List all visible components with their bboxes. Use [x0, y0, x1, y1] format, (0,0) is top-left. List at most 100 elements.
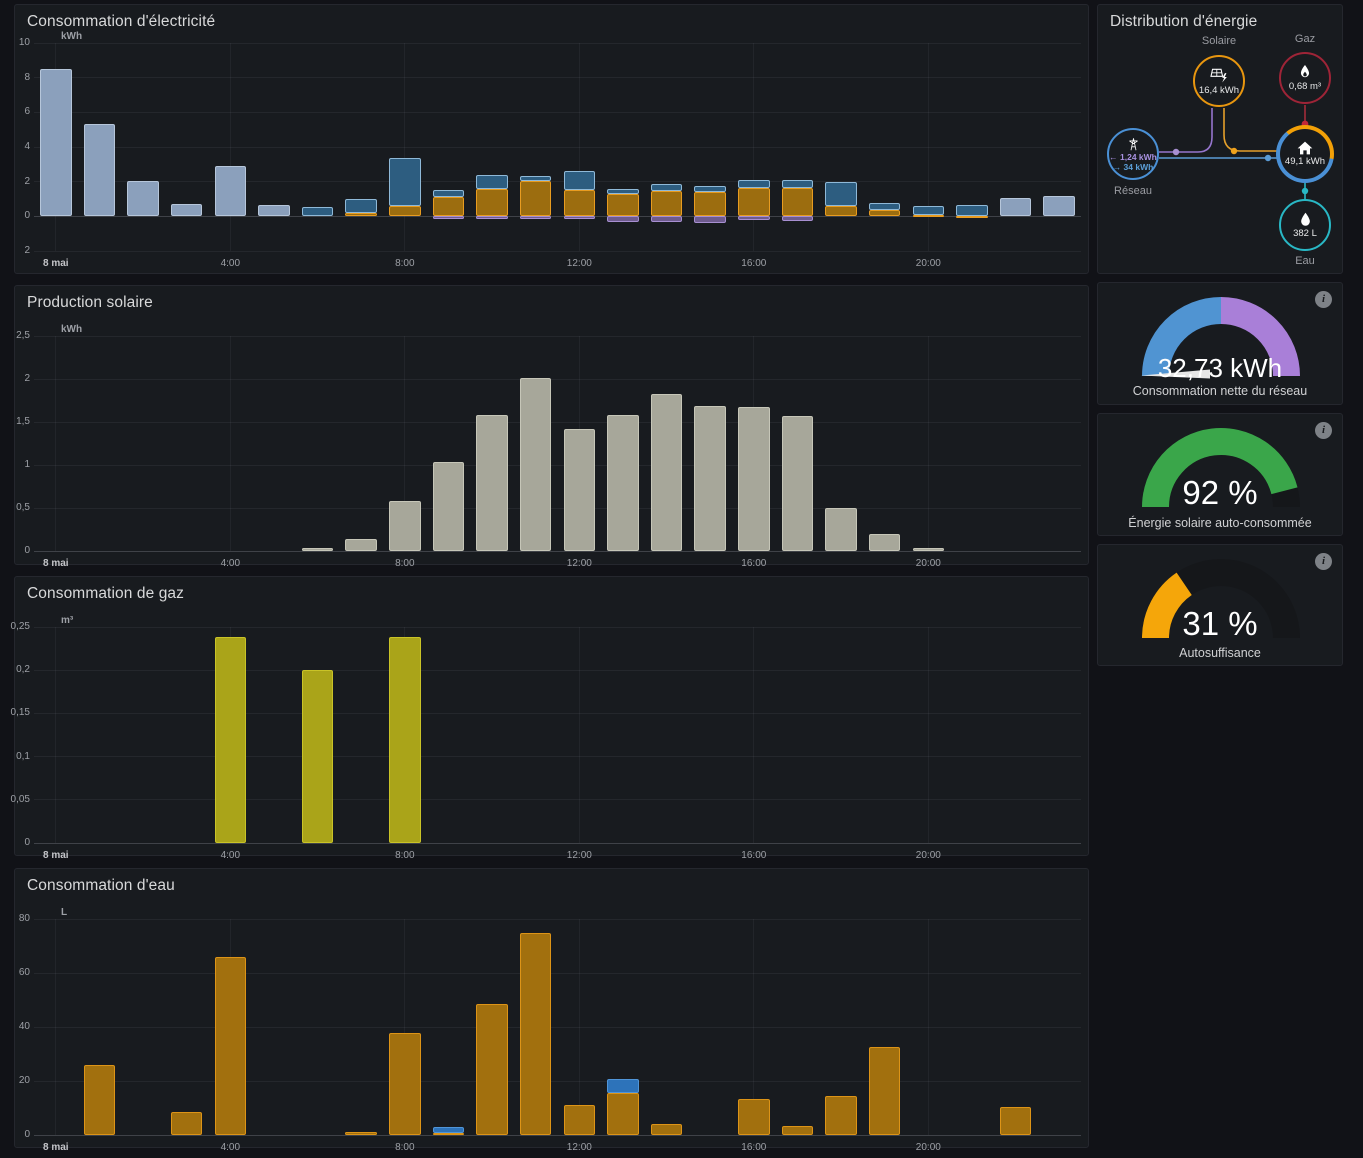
- water-bar-chart[interactable]: 80 60 40 20 0 8 mai 4:00 8:00 12:00 16:00 20:00: [19, 913, 1081, 1153]
- solar-node[interactable]: 16,4 kWh: [1193, 55, 1245, 107]
- info-icon[interactable]: i: [1315, 291, 1332, 308]
- info-icon[interactable]: i: [1315, 422, 1332, 439]
- bar-segment-series-orange: [694, 191, 726, 217]
- bar-segment-series-gray: [170, 204, 203, 217]
- x-tick-label: 12:00: [566, 1142, 592, 1153]
- bar-segment-series-blue: [563, 171, 595, 191]
- x-tick-label: 12:00: [566, 558, 592, 569]
- grid-export-value: ← 1,24 kWh: [1109, 151, 1157, 162]
- bar-segment-series-water-orange: [170, 1111, 203, 1135]
- x-gridline: [55, 627, 57, 843]
- panel-gauge-autosuffisance: i 31 % Autosuffisance: [1097, 544, 1343, 666]
- solar-bar-chart[interactable]: 2,5 2 1,5 1 0,5 0 8 mai 4:00 8:00 12:00 16:00 20:00: [16, 330, 1081, 569]
- x-tick-label: 20:00: [915, 558, 941, 569]
- x-gridline: [578, 919, 580, 1135]
- panel-title[interactable]: Distribution d'énergie: [1110, 13, 1258, 30]
- bar-segment-series-blue: [694, 186, 726, 192]
- gauge-value: 31 %: [1182, 605, 1258, 642]
- x-tick-label: 16:00: [741, 258, 767, 269]
- bar-segment-series-gas: [301, 670, 334, 843]
- y-tick-label: 40: [18, 1021, 30, 1032]
- y-tick-label: 0,25: [10, 621, 30, 632]
- bar-segment-series-orange: [868, 210, 901, 217]
- x-gridline: [578, 43, 580, 251]
- info-icon[interactable]: i: [1315, 553, 1332, 570]
- home-node[interactable]: 49,1 kWh: [1276, 125, 1334, 183]
- y-tick-label: 0,15: [10, 707, 30, 719]
- bar-segment-series-water-orange: [607, 1093, 639, 1135]
- gauge-arc-segment: [1142, 428, 1298, 508]
- x-gridline: [404, 43, 406, 251]
- y-gridline: [34, 111, 1081, 113]
- bar-segment-series-water-orange: [825, 1096, 857, 1135]
- y-tick-label: 2,5: [16, 330, 30, 341]
- bar-segment-series-purple-negative: [694, 216, 726, 224]
- bar-segment-series-blue: [519, 175, 552, 181]
- bar-segment-series-water-orange: [868, 1047, 901, 1135]
- bar-segment-series-orange: [650, 190, 683, 217]
- bar-segment-series-gray: [40, 69, 72, 217]
- bar-segment-series-orange: [345, 212, 377, 217]
- x-tick-label: 8:00: [395, 1142, 415, 1153]
- y-gridline: [34, 669, 1081, 671]
- y-tick-label: 0,2: [16, 664, 30, 676]
- zero-axis-line: [34, 1134, 1081, 1136]
- water-flow-dot: [1301, 187, 1309, 195]
- grid-flow-dot: [1264, 154, 1272, 162]
- gas-bar-chart[interactable]: 0,25 0,2 0,15 0,1 0,05 0 8 mai 4:00 8:00 12:00 16:…: [11, 621, 1081, 861]
- y-gridline: [34, 1026, 1081, 1028]
- x-tick-label: 20:00: [915, 1142, 941, 1153]
- gas-node[interactable]: 0,68 m³: [1279, 52, 1331, 104]
- bar-segment-series-gray: [214, 166, 246, 217]
- grid-import-value: → 34 kWh: [1112, 161, 1154, 172]
- solar-node-label: Solaire: [1201, 35, 1237, 47]
- bar-segment-series-blue: [301, 206, 334, 217]
- x-gridline: [927, 627, 929, 843]
- y-axis-unit: m³: [61, 615, 74, 626]
- return-flow-dot: [1172, 148, 1180, 156]
- bar-segment-series-orange: [825, 205, 857, 217]
- grid-node[interactable]: ← 1,24 kWh → 34 kWh: [1107, 128, 1159, 180]
- bar-segment-series-water-orange: [563, 1104, 595, 1135]
- bar-segment-series-gray: [258, 205, 290, 217]
- gauge-arc-segment: [1142, 572, 1193, 639]
- bar-segment-series-solar: [432, 461, 465, 551]
- y-tick-label: 0: [24, 837, 30, 848]
- x-tick-label: 16:00: [741, 850, 767, 861]
- electricity-bar-chart[interactable]: 10 8 6 4 2 0 2 8 mai 4:00 8:00 12:00 16:00 20:00: [19, 37, 1081, 269]
- bar-segment-series-purple-negative: [607, 216, 639, 223]
- gauge-arc-segment: [1142, 297, 1222, 377]
- bar-segment-series-orange: [563, 190, 595, 217]
- y-gridline: [34, 972, 1081, 974]
- return-to-grid-line: [1159, 108, 1213, 153]
- bar-segment-series-water-orange: [214, 957, 246, 1135]
- panel-title[interactable]: Consommation de gaz: [27, 585, 184, 602]
- x-tick-label: 4:00: [220, 850, 241, 861]
- bar-segment-series-solar: [650, 393, 683, 551]
- water-node[interactable]: 382 L: [1279, 199, 1331, 251]
- gas-node-label: Gaz: [1294, 33, 1316, 45]
- x-tick-label: 8 mai: [43, 850, 69, 861]
- x-tick-label: 20:00: [915, 850, 941, 861]
- bar-segment-series-blue: [607, 189, 639, 194]
- panel-title[interactable]: Production solaire: [27, 294, 153, 311]
- x-tick-label: 12:00: [566, 850, 592, 861]
- bar-segment-series-gas: [389, 636, 421, 843]
- bar-segment-series-solar: [519, 378, 552, 551]
- gauge-label: Énergie solaire auto-consommée: [1128, 516, 1312, 530]
- panel-consommation-electricite: Consommation d'électricité kWh 10 8 6 4 2 0 2 8…: [14, 4, 1089, 274]
- bar-segment-series-purple-negative: [781, 216, 814, 221]
- bar-segment-series-orange: [738, 187, 770, 217]
- bar-segment-series-solar: [389, 501, 421, 551]
- water-node-label: Eau: [1295, 255, 1315, 267]
- x-tick-label: 16:00: [741, 558, 767, 569]
- x-gridline: [229, 43, 231, 251]
- panel-title[interactable]: Consommation d'eau: [27, 877, 175, 894]
- gas-node-value: 0,68 m³: [1288, 81, 1322, 92]
- bar-segment-series-blue: [912, 206, 944, 215]
- x-gridline: [55, 919, 57, 1135]
- bar-segment-series-orange: [912, 214, 944, 217]
- panel-gauge-consommation-nette: i 32,73 kWh Consommation nette du réseau: [1097, 282, 1343, 405]
- y-tick-label: 6: [24, 106, 30, 118]
- panel-title[interactable]: Consommation d'électricité: [27, 13, 216, 30]
